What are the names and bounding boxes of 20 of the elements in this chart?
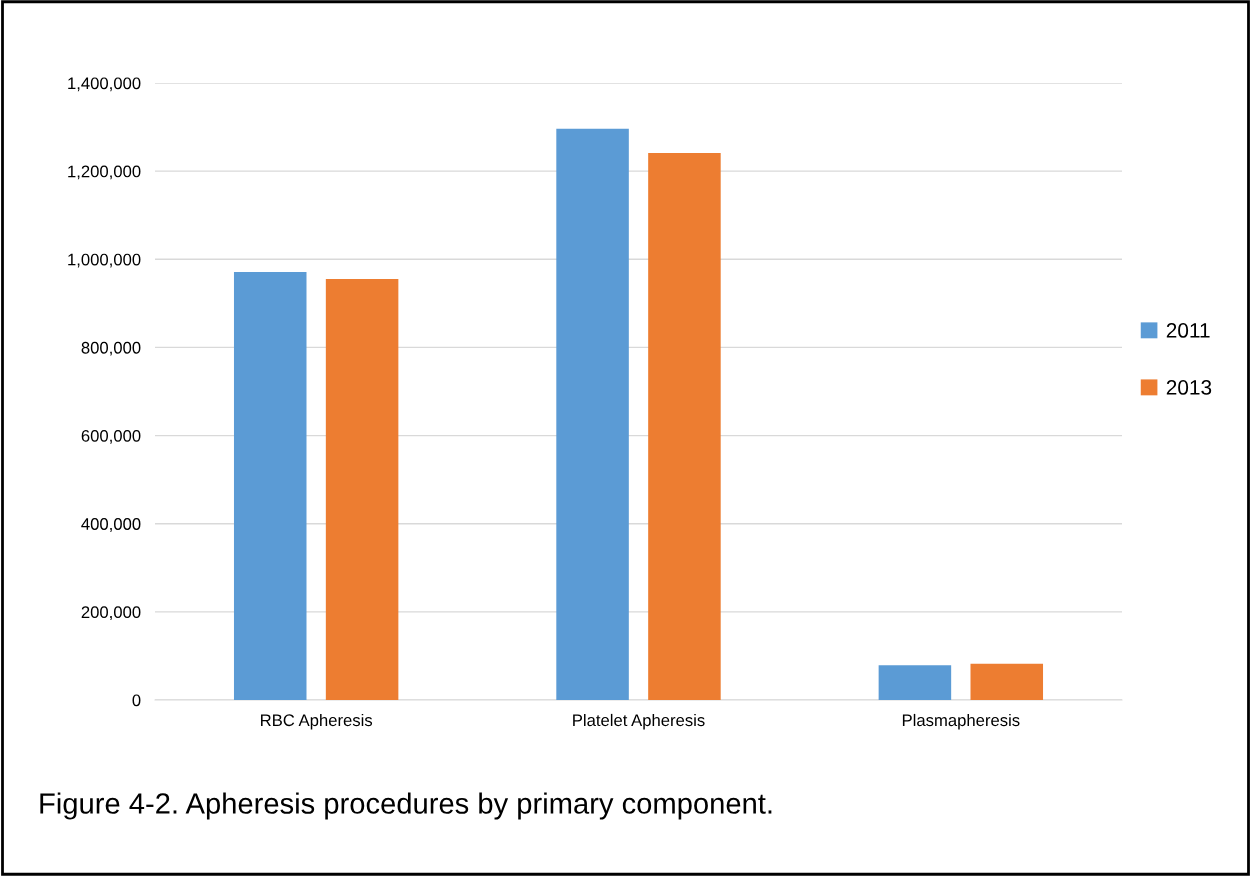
y-tick-label: 0 [132, 694, 141, 707]
bar [556, 128, 629, 700]
x-tick-label: Plasmapheresis [902, 713, 1020, 730]
bar [648, 153, 721, 700]
legend-label: 2011 [1166, 323, 1210, 338]
y-tick-label: 1,400,000 [68, 77, 141, 92]
x-tick-label: RBC Apheresis [261, 713, 373, 730]
y-tick-label: 800,000 [81, 341, 141, 356]
y-tick-label: 1,200,000 [68, 165, 141, 180]
legend-label: 2013 [1166, 380, 1212, 395]
y-tick-label: 1,000,000 [68, 253, 141, 268]
y-tick-label: 600,000 [81, 429, 141, 444]
y-tick-label: 200,000 [81, 606, 141, 621]
y-tick-label: 400,000 [81, 518, 141, 532]
bar [233, 272, 307, 700]
bar [970, 663, 1044, 700]
caption: Figure 4-2. Apheresis procedures by primary component. [40, 792, 772, 820]
bar [325, 279, 399, 700]
bar [878, 665, 952, 700]
x-tick-label: Platelet Apheresis [573, 713, 705, 730]
